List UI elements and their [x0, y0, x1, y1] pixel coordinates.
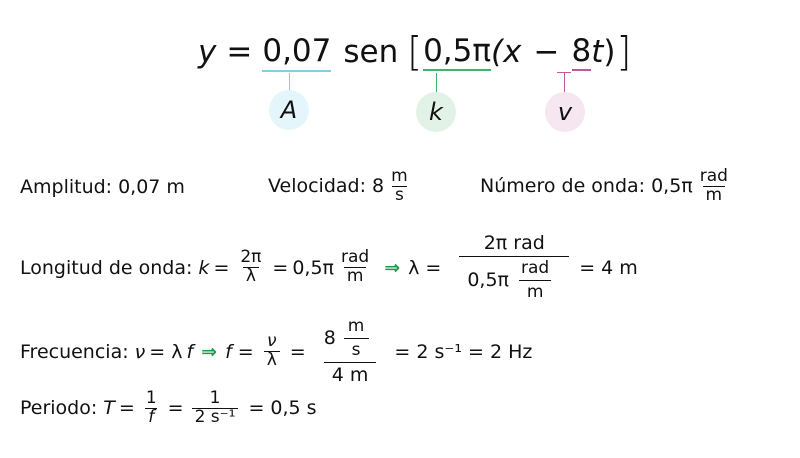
eq-minus: −	[533, 34, 560, 70]
label-k: k	[429, 98, 443, 126]
frecuencia-f2: f	[225, 340, 232, 363]
longitud-eq: =	[213, 256, 230, 279]
label-v-bubble: v	[545, 92, 585, 132]
stem-A	[289, 73, 290, 93]
periodo-f2-den: 2 s⁻¹	[191, 407, 239, 427]
frecuencia-eq1: = λ	[149, 340, 183, 363]
longitud-val: 0,5π	[292, 256, 334, 279]
periodo-fraction1: 1 f	[143, 388, 160, 427]
periodo-f2-num: 1	[209, 388, 221, 408]
frecuencia-big-num-unit-num: m	[347, 316, 365, 336]
longitud-arrow: ⇒	[384, 256, 401, 279]
stem-k	[436, 73, 437, 95]
frecuencia-fr-num: ν	[267, 331, 277, 352]
velocidad-unit-den: s	[391, 185, 407, 205]
longitud-big-den-unit-den: m	[518, 279, 552, 302]
periodo-f1-den: f	[145, 407, 158, 427]
longitud-k: k	[198, 256, 210, 279]
velocidad-unit-num: m	[391, 166, 408, 186]
periodo-f1-num: 1	[145, 388, 157, 408]
frecuencia-f: f	[186, 340, 194, 363]
label-v: v	[557, 98, 573, 126]
amplitud-value: 0,07 m	[118, 176, 185, 198]
longitud-big-den-val: 0,5π	[467, 268, 509, 291]
frecuencia-row: Frecuencia: ν = λ f ⇒ f = ν λ = 8 m s 4 …	[20, 316, 533, 386]
longitud-result: = 4 m	[579, 256, 638, 279]
longitud-unit-num: rad	[341, 247, 370, 268]
frecuencia-label: Frecuencia:	[20, 340, 129, 363]
frecuencia-result: = 2 s⁻¹ = 2 Hz	[394, 340, 533, 363]
eq-x: x	[503, 34, 522, 70]
frecuencia-fraction: ν λ	[263, 331, 280, 370]
eq-left-bracket: [	[407, 28, 423, 76]
velocidad-value: 8	[372, 175, 385, 198]
periodo-T: T	[103, 397, 115, 420]
longitud-row: Longitud de onda: k = 2π λ = 0,5π rad m …	[20, 232, 638, 302]
frecuencia-nu: ν	[134, 340, 146, 363]
eq-velocity: 8	[571, 33, 592, 71]
numero-onda-unit-den: m	[702, 185, 726, 205]
frecuencia-big-den: 4 m	[323, 361, 377, 386]
numero-onda-label: Número de onda:	[480, 175, 646, 198]
frecuencia-eq2: =	[237, 340, 254, 363]
velocidad-label: Velocidad:	[268, 175, 367, 198]
numero-onda-row: Número de onda: 0,5π rad m	[480, 166, 735, 205]
periodo-result: = 0,5 s	[248, 397, 317, 420]
periodo-eq2: =	[167, 397, 184, 420]
numero-onda-unit: rad m	[697, 166, 731, 205]
amplitud-row: Amplitud: 0,07 m	[20, 176, 185, 198]
eq-equals: =	[226, 34, 253, 70]
label-A: A	[280, 96, 298, 124]
frecuencia-big-num-val: 8	[323, 326, 336, 349]
frecuencia-big-num-unit-den: s	[343, 337, 369, 360]
frecuencia-eq3: =	[289, 340, 306, 363]
eq-right-bracket: ]	[616, 28, 632, 76]
longitud-big-fraction: 2π rad 0,5π rad m	[459, 232, 570, 302]
longitud-unit: rad m	[338, 249, 372, 286]
frecuencia-big-fraction: 8 m s 4 m	[316, 316, 385, 386]
longitud-label: Longitud de onda:	[20, 256, 193, 279]
frecuencia-arrow: ⇒	[201, 340, 218, 363]
longitud-big-num: 2π rad	[483, 232, 545, 254]
periodo-label: Periodo:	[20, 397, 98, 420]
longitud-eq2: =	[272, 256, 289, 279]
label-A-bubble: A	[269, 90, 309, 130]
longitud-f-den: λ	[242, 267, 259, 286]
frecuencia-fr-den: λ	[263, 351, 280, 370]
longitud-unit-den: m	[343, 267, 367, 286]
periodo-fraction2: 1 2 s⁻¹	[191, 388, 239, 427]
eq-sen: sen	[343, 34, 399, 70]
wave-equation: y = 0,07 sen [ 0,5π ( x − 8 t ) ]	[198, 28, 632, 76]
eq-y: y	[198, 34, 217, 70]
longitud-big-den: 0,5π rad m	[459, 255, 570, 302]
longitud-lambda: λ =	[408, 256, 442, 279]
amplitud-label: Amplitud:	[20, 176, 113, 198]
frecuencia-big-num: 8 m s	[316, 316, 385, 362]
periodo-row: Periodo: T = 1 f = 1 2 s⁻¹ = 0,5 s	[20, 388, 317, 427]
label-k-bubble: k	[416, 92, 456, 132]
eq-wavenumber: 0,5π	[423, 33, 492, 71]
numero-onda-value: 0,5π	[651, 175, 693, 198]
eq-t: t	[591, 34, 604, 70]
longitud-big-den-unit-num: rad	[521, 257, 550, 278]
eq-amplitude: 0,07	[262, 33, 332, 72]
eq-right-paren: )	[603, 34, 616, 70]
numero-onda-unit-num: rad	[699, 166, 728, 186]
velocidad-row: Velocidad: 8 m s	[268, 166, 415, 205]
longitud-f-num: 2π	[240, 247, 262, 268]
periodo-eq1: =	[118, 397, 135, 420]
longitud-fraction: 2π λ	[237, 249, 264, 286]
stem-v	[564, 72, 565, 94]
eq-left-paren: (	[491, 34, 504, 70]
velocidad-unit: m s	[388, 166, 411, 205]
